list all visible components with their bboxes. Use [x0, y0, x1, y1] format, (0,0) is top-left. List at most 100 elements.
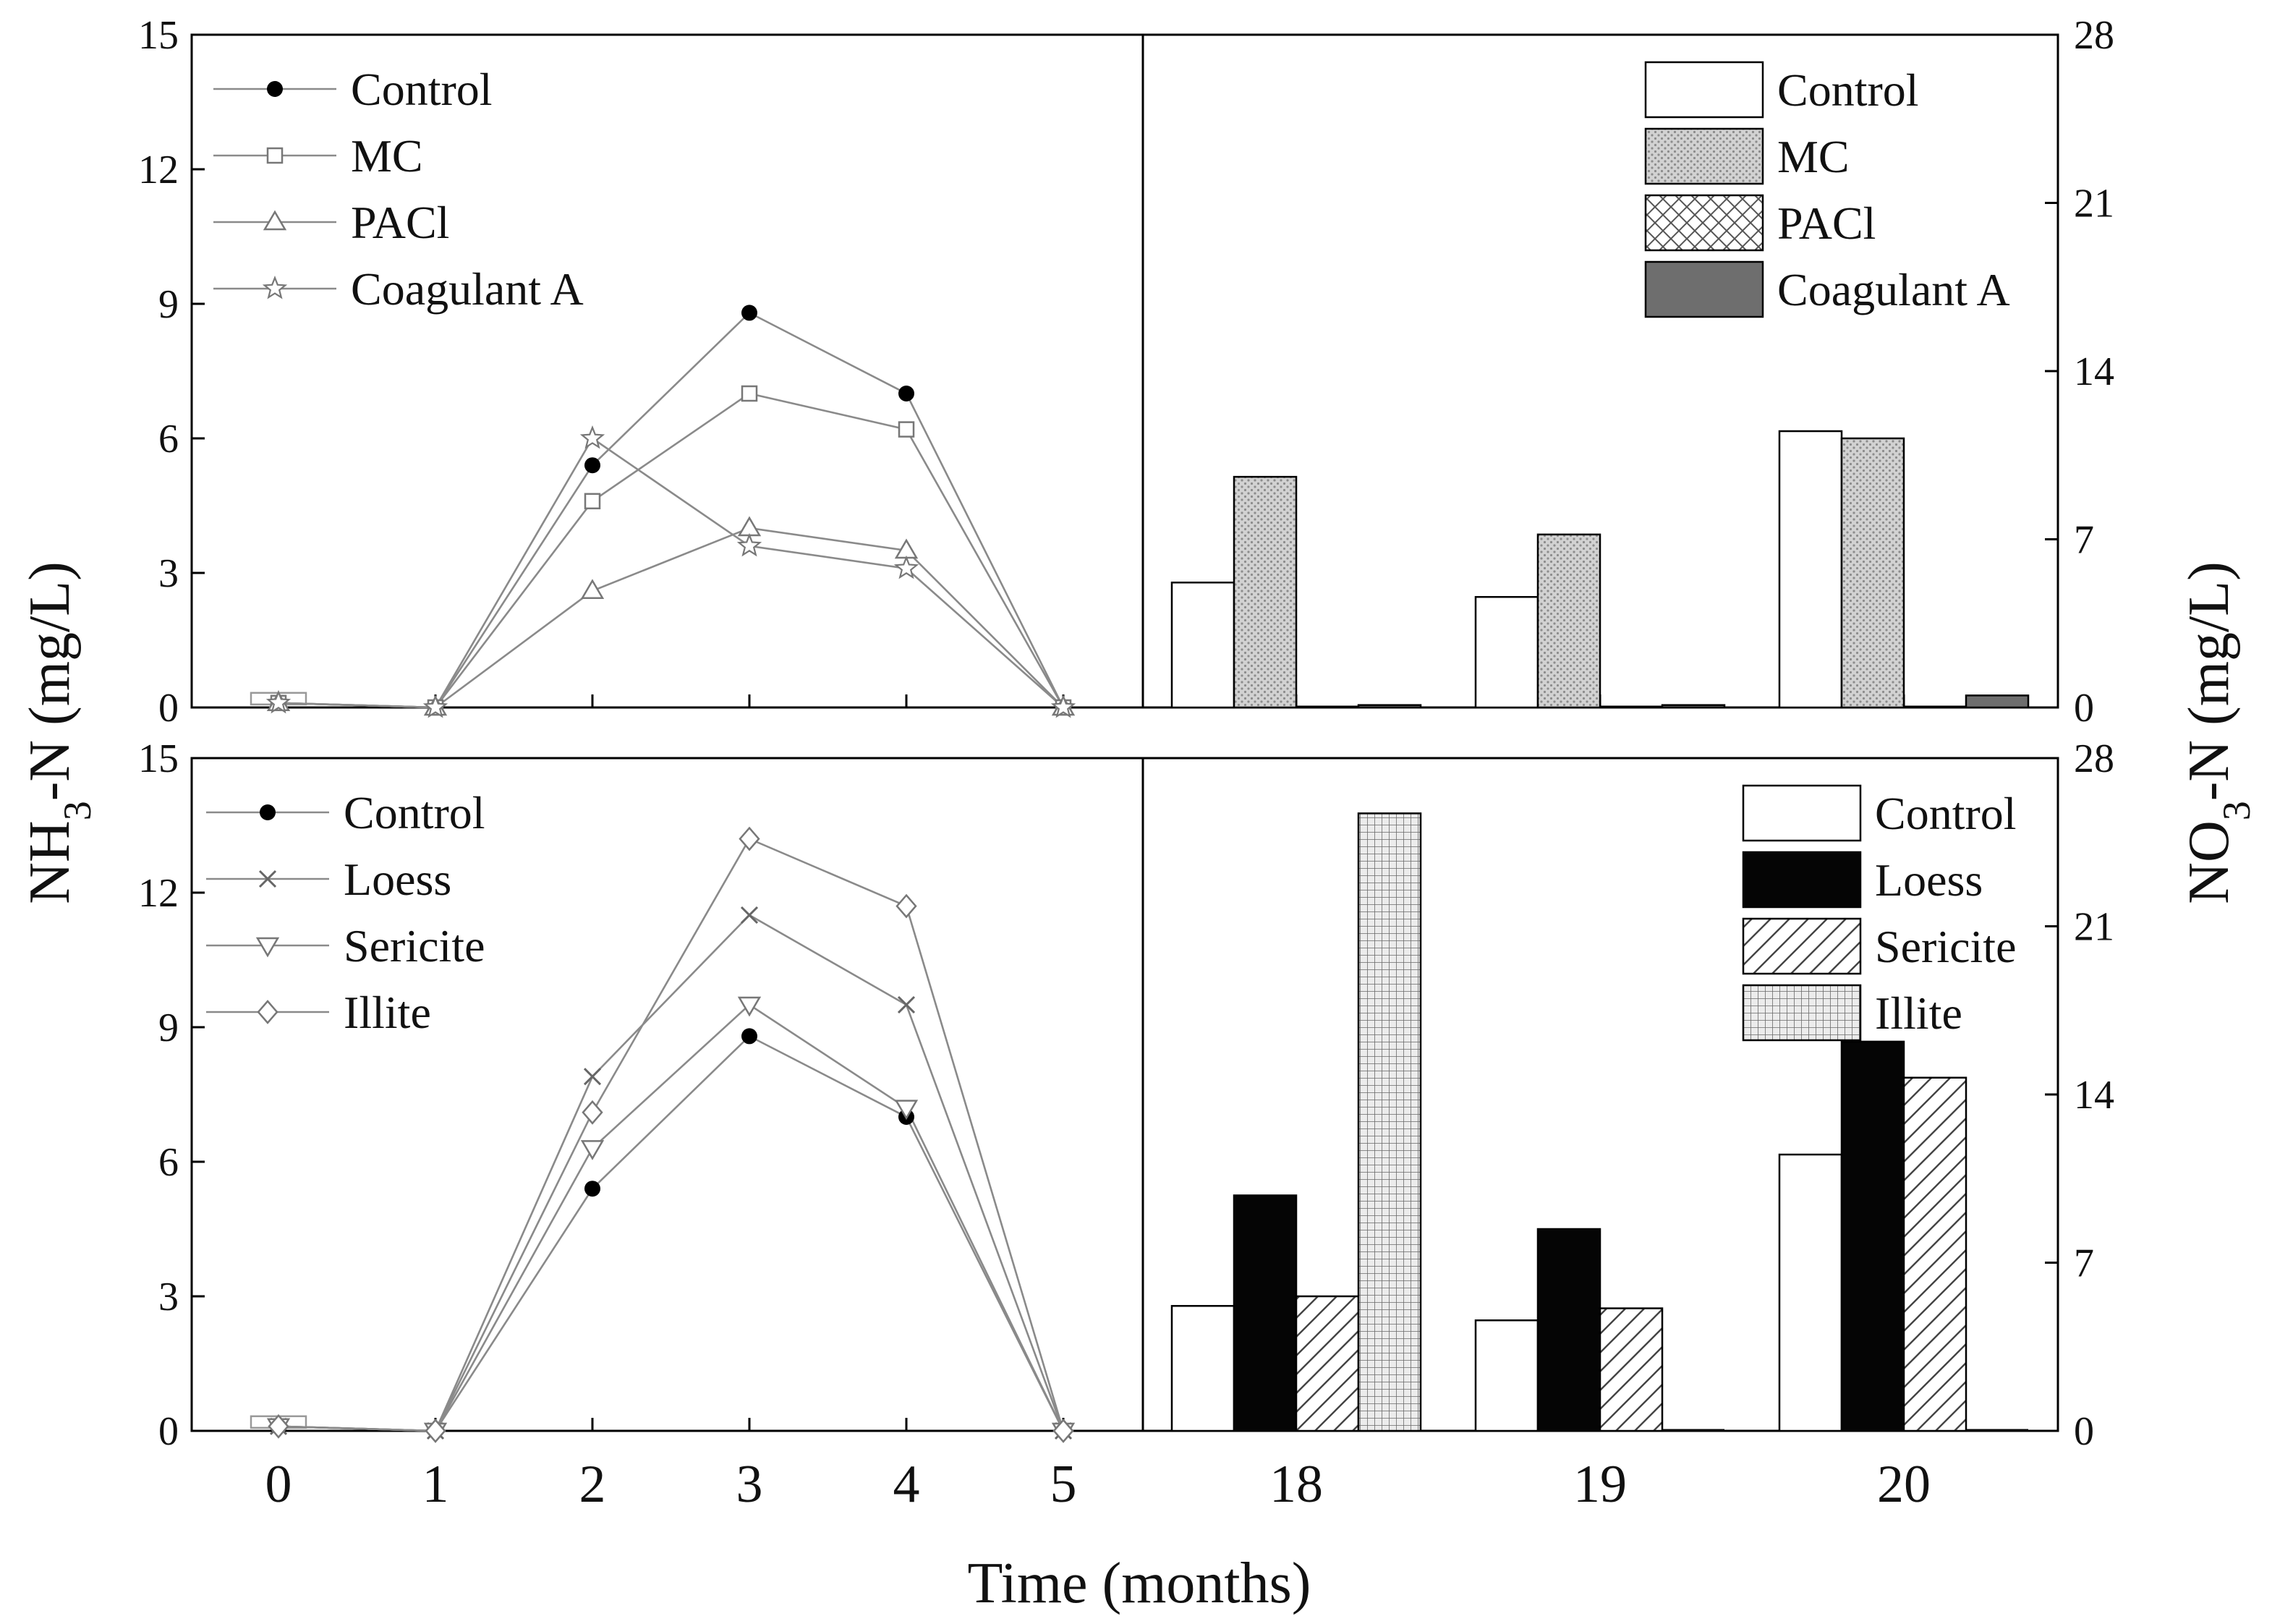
y-right-tick-label: 7	[2074, 518, 2094, 563]
x-tick-label: 2	[579, 1455, 606, 1514]
y-left-tick-label: 0	[158, 686, 179, 731]
legend-label: Illite	[344, 987, 431, 1038]
legend-label: Control	[351, 64, 493, 115]
legend-marker	[266, 147, 284, 164]
legend-label: MC	[1777, 131, 1850, 182]
y-left-tick-label: 6	[158, 1140, 179, 1185]
bar-coagulant-a-19	[1661, 704, 1726, 709]
point-mc	[898, 421, 915, 438]
bar-control-18	[1170, 1305, 1235, 1432]
y-right-tick-label: 21	[2074, 905, 2114, 950]
y-left-tick-label: 9	[158, 1006, 179, 1050]
y-left-tick-label: 3	[158, 1275, 179, 1319]
point-coagulant-a	[736, 532, 762, 557]
legend-bar-swatch	[1742, 917, 1862, 975]
y-axis-title-left: NH3-N (mg/L)	[18, 561, 99, 904]
point-pacl	[737, 516, 762, 537]
x-tick-label: 4	[893, 1455, 920, 1514]
point-coagulant-a	[422, 694, 448, 718]
bar-x-tick-label: 20	[1877, 1455, 1931, 1514]
bar-sericite-20	[1902, 1076, 1967, 1432]
y-left-tick-label: 0	[158, 1409, 179, 1454]
line-pacl	[278, 527, 1064, 709]
point-mc	[584, 493, 601, 510]
line-sericite	[278, 1003, 1065, 1432]
y-right-tick-label: 28	[2074, 736, 2114, 781]
line-coagulant-a	[278, 437, 1064, 709]
point-loess	[740, 906, 759, 924]
legend-bar-swatch	[1644, 260, 1764, 318]
y-left-tick-label: 12	[138, 871, 179, 916]
legend-label: Sericite	[1875, 921, 2016, 972]
y-right-tick-label: 21	[2074, 182, 2114, 226]
line-control	[278, 1034, 1065, 1432]
legend-label: Illite	[1875, 987, 1962, 1039]
point-sericite	[737, 996, 762, 1017]
y-right-tick-label: 14	[2074, 349, 2114, 394]
point-illite	[1052, 1419, 1074, 1443]
bar-control-20	[1778, 1153, 1843, 1432]
bar-x-tick-label: 18	[1269, 1455, 1323, 1514]
panel-top: 0 3 6 9 12 15 0 7 14 21 28 Control MC PACl Coagulant A…	[138, 13, 2114, 731]
x-tick-label: 3	[736, 1455, 763, 1514]
legend-bar-swatch	[1742, 851, 1862, 909]
legend-marker	[257, 1000, 278, 1024]
y-right-tick-label: 7	[2074, 1241, 2094, 1286]
x-tick-label: 1	[422, 1455, 449, 1514]
legend-bar-swatch	[1742, 784, 1862, 842]
y-right-tick-label: 28	[2074, 13, 2114, 58]
x-tick-label: 0	[265, 1455, 292, 1514]
y-right-tick-label: 0	[2074, 1409, 2094, 1454]
bar-control-19	[1474, 595, 1539, 709]
point-loess	[583, 1068, 602, 1086]
x-axis-title: Time (months)	[968, 1552, 1311, 1615]
legend-label: Loess	[1875, 854, 1983, 906]
point-control	[741, 305, 757, 321]
bar-sericite-19	[1599, 1307, 1664, 1432]
point-coagulant-a	[893, 555, 919, 579]
point-control	[898, 386, 914, 401]
point-coagulant-a	[1050, 694, 1076, 718]
bar-mc-19	[1536, 533, 1601, 709]
legend-marker	[255, 937, 280, 958]
legend-label: PACl	[1777, 197, 1876, 249]
y-axis-title-right: NO3-N (mg/L)	[2177, 561, 2258, 904]
point-control	[584, 1181, 600, 1197]
bar-loess-20	[1840, 1040, 1905, 1432]
legend-label: Sericite	[344, 920, 485, 972]
y-left-tick-label: 3	[158, 551, 179, 596]
bar-mc-20	[1840, 437, 1905, 709]
bar-illite-18	[1357, 812, 1422, 1432]
bar-control-20	[1778, 430, 1843, 709]
point-illite	[268, 1413, 289, 1439]
line-mc	[278, 392, 1065, 709]
y-left-tick-label: 15	[138, 13, 179, 58]
bar-sericite-18	[1295, 1295, 1360, 1432]
legend-bar-swatch	[1644, 194, 1764, 252]
legend-label: Coagulant A	[351, 263, 584, 315]
legend-marker	[267, 81, 283, 97]
point-illite	[425, 1419, 446, 1443]
legend-bar-swatch	[1644, 61, 1764, 119]
legend-label: Control	[1875, 788, 2017, 839]
y-left-tick-label: 9	[158, 282, 179, 327]
point-illite	[895, 893, 917, 919]
point-control	[584, 457, 600, 474]
point-coagulant-a	[265, 689, 292, 714]
legend-label: PACl	[351, 197, 449, 248]
bar-coagulant-a-20	[1965, 694, 2030, 709]
point-illite	[582, 1100, 603, 1125]
point-mc	[741, 385, 758, 402]
bar-loess-18	[1233, 1194, 1298, 1432]
bar-control-18	[1170, 582, 1235, 709]
bar-coagulant-a-18	[1357, 704, 1422, 709]
legend-label: MC	[351, 130, 423, 182]
legend-label: Control	[1777, 64, 1919, 116]
point-pacl	[580, 579, 605, 600]
legend-bar-swatch	[1644, 127, 1764, 185]
y-left-tick-label: 12	[138, 148, 179, 192]
legend-marker	[260, 804, 276, 820]
point-coagulant-a	[579, 425, 605, 449]
